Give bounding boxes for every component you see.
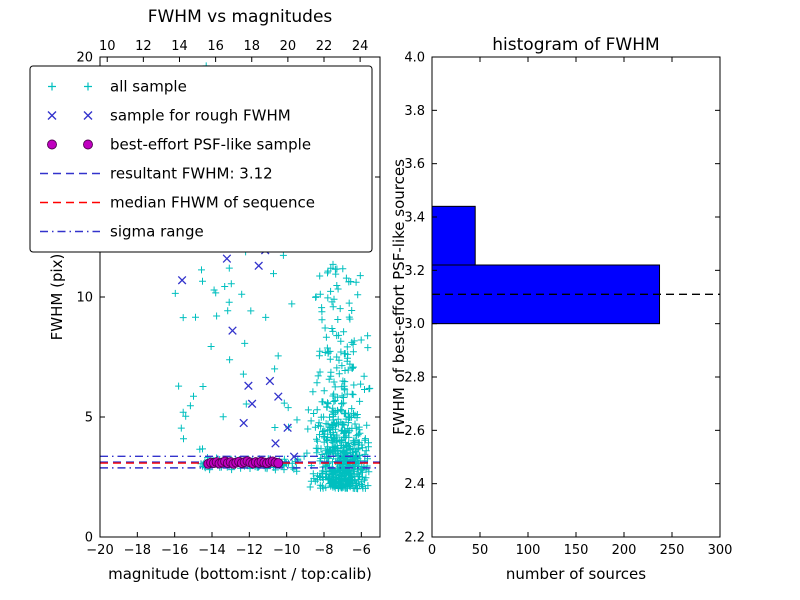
tick-label: 100 — [516, 543, 541, 558]
right-plot-data — [432, 205, 720, 325]
series-rough-fwhm — [177, 230, 327, 461]
tick-label: 3.8 — [404, 104, 425, 119]
tick-label: 20 — [280, 39, 297, 54]
legend-label: median FHWM of sequence — [110, 194, 315, 212]
tick-label: 14 — [171, 39, 188, 54]
legend-box — [29, 65, 373, 253]
tick-label: 10 — [76, 291, 93, 306]
legend-label: resultant FWHM: 3.12 — [110, 165, 273, 183]
tick-label: 0 — [85, 531, 93, 546]
legend-marker-sample — [47, 139, 57, 150]
series-psf-like-point — [273, 458, 284, 469]
tick-label: 2.2 — [404, 531, 425, 546]
tick-label: 12 — [135, 39, 152, 54]
tick-label: 2.6 — [404, 424, 425, 439]
legend-marker-sample — [47, 111, 57, 120]
legend-marker-sample — [83, 139, 93, 150]
tick-label: 2.4 — [404, 477, 425, 492]
left-plot-data — [100, 62, 380, 493]
legend-entry: sigma range — [40, 223, 204, 241]
tick-label: 2.8 — [404, 371, 425, 386]
tick-label: 3.4 — [404, 211, 425, 226]
tick-label: 150 — [564, 543, 589, 558]
legend-label: best-effort PSF-like sample — [110, 136, 311, 154]
tick-label: −16 — [161, 543, 188, 558]
legend: all sample sample for rough FWHM best-effo… — [29, 65, 373, 253]
tick-label: 22 — [316, 39, 333, 54]
right-plot-ylabel: FWHM of best-effort PSF-like sources — [390, 159, 408, 435]
tick-label: 3.0 — [404, 317, 425, 332]
right-plot-xlabel: number of sources — [506, 565, 646, 583]
tick-label: 16 — [207, 39, 224, 54]
legend-entry: best-effort PSF-like sample — [47, 136, 311, 154]
tick-label: −18 — [124, 543, 151, 558]
left-plot-xlabel: magnitude (bottom:isnt / top:calib) — [108, 565, 372, 583]
tick-label: 0 — [428, 543, 436, 558]
hist-bar — [432, 264, 661, 325]
tick-label: 3.6 — [404, 157, 425, 172]
tick-label: 3.2 — [404, 264, 425, 279]
legend-entry: sample for rough FWHM — [47, 107, 291, 125]
legend-label: sample for rough FWHM — [110, 107, 291, 125]
right-plot-title: histogram of FWHM — [492, 35, 659, 55]
legend-entry: median FHWM of sequence — [40, 194, 315, 212]
hist-bar — [432, 205, 476, 266]
tick-label: 50 — [472, 543, 489, 558]
legend-entry: resultant FWHM: 3.12 — [40, 165, 273, 183]
left-plot-ylabel: FWHM (pix) — [48, 254, 66, 341]
tick-label: −8 — [314, 543, 333, 558]
tick-label: 250 — [660, 543, 685, 558]
tick-label: −10 — [273, 543, 300, 558]
tick-label: 18 — [243, 39, 260, 54]
tick-label: 10 — [99, 39, 116, 54]
legend-marker-sample — [84, 82, 92, 91]
tick-label: 20 — [76, 51, 93, 66]
tick-label: −20 — [86, 543, 113, 558]
tick-label: 24 — [352, 39, 369, 54]
tick-label: 200 — [612, 543, 637, 558]
tick-label: 4.0 — [404, 51, 425, 66]
tick-label: 5 — [85, 411, 93, 426]
legend-marker-sample — [48, 82, 56, 91]
right-plot-axes: 0 50 100 150 200 250 300 2.2 2.4 2.6 2.8 3.0 3.2 3.4 3… — [404, 51, 732, 559]
tick-label: −6 — [352, 543, 371, 558]
tick-label: −12 — [236, 543, 263, 558]
tick-label: −14 — [198, 543, 225, 558]
legend-label: sigma range — [110, 223, 204, 241]
legend-label: all sample — [110, 78, 187, 96]
left-plot-title: FWHM vs magnitudes — [148, 7, 333, 27]
legend-entry: all sample — [48, 78, 187, 96]
legend-marker-sample — [83, 111, 93, 120]
tick-label: 300 — [708, 543, 733, 558]
